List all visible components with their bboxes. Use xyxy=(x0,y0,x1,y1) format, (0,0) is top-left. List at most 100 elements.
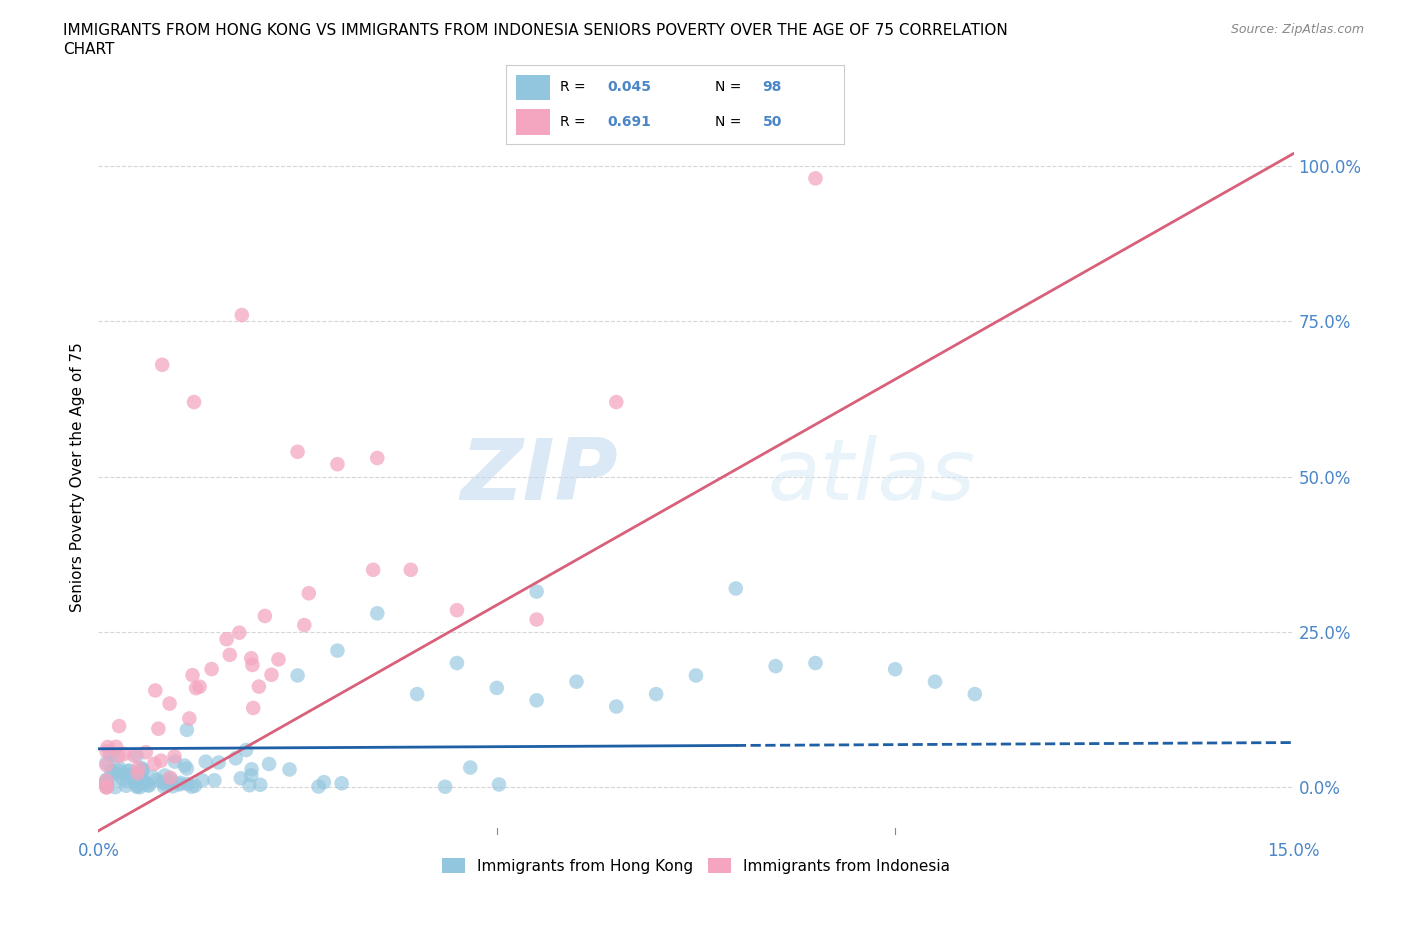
Point xyxy=(96,779,118,794)
Point xyxy=(685,668,707,683)
Point xyxy=(138,778,160,793)
Point xyxy=(242,700,264,715)
Point xyxy=(218,647,240,662)
Legend: Immigrants from Hong Kong, Immigrants from Indonesia: Immigrants from Hong Kong, Immigrants fr… xyxy=(436,852,956,880)
Point xyxy=(127,778,149,793)
Text: R =: R = xyxy=(560,80,591,94)
Point xyxy=(131,762,153,777)
Point xyxy=(159,770,181,785)
Point xyxy=(150,753,173,768)
Point xyxy=(148,722,170,737)
Point xyxy=(131,763,153,777)
Point xyxy=(924,674,946,689)
Point xyxy=(107,749,129,764)
Point xyxy=(98,748,121,763)
Point xyxy=(765,658,787,673)
Point xyxy=(101,765,124,780)
Point xyxy=(135,775,157,790)
Point xyxy=(176,761,198,776)
Point xyxy=(605,699,627,714)
Text: ZIP: ZIP xyxy=(461,435,619,518)
Point xyxy=(105,739,128,754)
Point xyxy=(257,756,280,771)
Point xyxy=(240,768,263,783)
Point xyxy=(191,773,214,788)
Point xyxy=(100,763,122,777)
Point xyxy=(96,777,118,791)
Point xyxy=(235,742,257,757)
Point xyxy=(287,668,309,683)
Point xyxy=(361,563,384,578)
Point xyxy=(804,656,827,671)
Point xyxy=(169,777,191,792)
Point xyxy=(96,777,118,791)
Point xyxy=(128,779,150,794)
Text: 0.691: 0.691 xyxy=(607,115,651,129)
Point xyxy=(162,778,184,793)
Point xyxy=(124,775,146,790)
Point xyxy=(125,748,148,763)
Point xyxy=(326,644,349,658)
Point xyxy=(115,778,138,793)
Point xyxy=(96,744,118,759)
Point xyxy=(117,768,139,783)
Point xyxy=(242,658,264,672)
Point xyxy=(225,751,247,765)
Point xyxy=(163,749,186,764)
Point xyxy=(446,603,468,618)
Point xyxy=(253,608,276,623)
Point xyxy=(485,681,508,696)
Text: CHART: CHART xyxy=(63,42,115,57)
Point xyxy=(97,739,120,754)
Point xyxy=(107,764,129,778)
Point xyxy=(108,719,131,734)
Point xyxy=(120,767,142,782)
Point xyxy=(96,777,118,791)
Text: R =: R = xyxy=(560,115,591,129)
Point xyxy=(160,772,183,787)
Text: N =: N = xyxy=(716,80,747,94)
Point xyxy=(183,394,205,409)
Point xyxy=(231,308,253,323)
Point xyxy=(240,651,263,666)
Point xyxy=(366,450,388,465)
Point xyxy=(132,774,155,789)
Point xyxy=(406,686,429,701)
Point xyxy=(143,683,166,698)
Point xyxy=(176,777,198,791)
Point xyxy=(308,779,330,794)
Point xyxy=(724,581,747,596)
Point xyxy=(605,394,627,409)
Point xyxy=(159,697,181,711)
FancyBboxPatch shape xyxy=(516,74,550,100)
Point xyxy=(136,777,159,792)
Point xyxy=(446,656,468,671)
Point xyxy=(645,686,668,701)
Point xyxy=(260,668,283,683)
Point xyxy=(117,774,139,789)
Point xyxy=(526,584,548,599)
Point xyxy=(150,357,173,372)
Point xyxy=(181,668,204,683)
Point xyxy=(135,745,157,760)
Point xyxy=(287,445,309,459)
Point xyxy=(399,563,422,578)
Text: Source: ZipAtlas.com: Source: ZipAtlas.com xyxy=(1230,23,1364,36)
Point xyxy=(179,711,201,726)
Point xyxy=(128,770,150,785)
Point xyxy=(142,769,165,784)
Point xyxy=(278,762,301,777)
Point xyxy=(127,765,149,780)
Point xyxy=(173,758,195,773)
Point xyxy=(104,765,127,780)
Point xyxy=(526,693,548,708)
Point xyxy=(143,756,166,771)
Point xyxy=(194,754,217,769)
Point xyxy=(215,631,238,646)
Point xyxy=(131,761,153,776)
Point xyxy=(153,768,176,783)
Point xyxy=(240,762,263,777)
Point xyxy=(103,749,125,764)
FancyBboxPatch shape xyxy=(516,110,550,135)
Point xyxy=(96,755,118,770)
